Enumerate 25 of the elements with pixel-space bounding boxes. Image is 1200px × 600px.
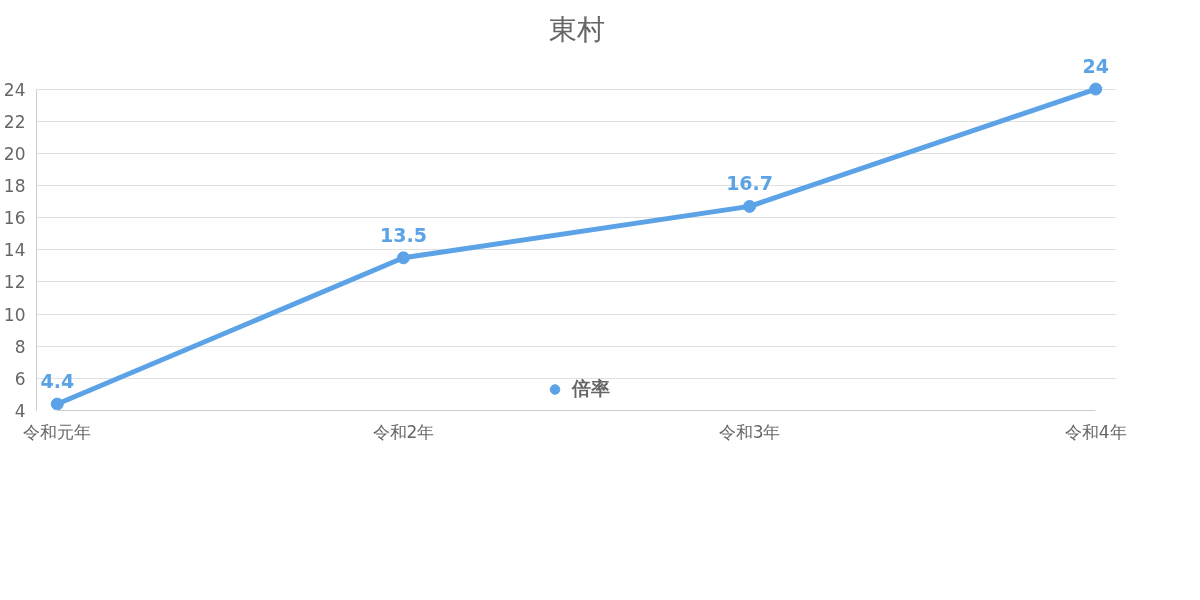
point [50, 397, 64, 411]
y-tick-label: 24 [3, 79, 26, 100]
data-label: 16.7 [726, 172, 774, 195]
y-tick-label: 10 [3, 304, 26, 325]
y-tick-label: 6 [14, 368, 26, 389]
chart-title: 東村 [548, 12, 605, 46]
point [743, 199, 757, 213]
x-tick-label: 令和3年 [718, 421, 781, 442]
y-tick-label: 8 [14, 336, 26, 357]
x-tick-label: 令和元年 [23, 421, 92, 442]
y-tick-label: 20 [3, 143, 26, 164]
data-label: 4.4 [40, 370, 75, 393]
y-tick-label: 16 [3, 208, 26, 229]
legend-label: 倍率 [571, 376, 610, 401]
point [396, 251, 410, 265]
y-tick-label: 12 [3, 272, 26, 293]
y-tick-label: 22 [3, 111, 26, 132]
x-tick-label: 令和2年 [372, 421, 435, 442]
y-tick-label: 4 [14, 401, 26, 421]
y-tick-label: 18 [3, 176, 26, 196]
data-label: 24 [1082, 55, 1109, 78]
data-label: 13.5 [379, 223, 427, 246]
point [1089, 82, 1103, 96]
x-tick-label: 令和4年 [1064, 421, 1127, 442]
y-tick-label: 14 [3, 240, 26, 261]
